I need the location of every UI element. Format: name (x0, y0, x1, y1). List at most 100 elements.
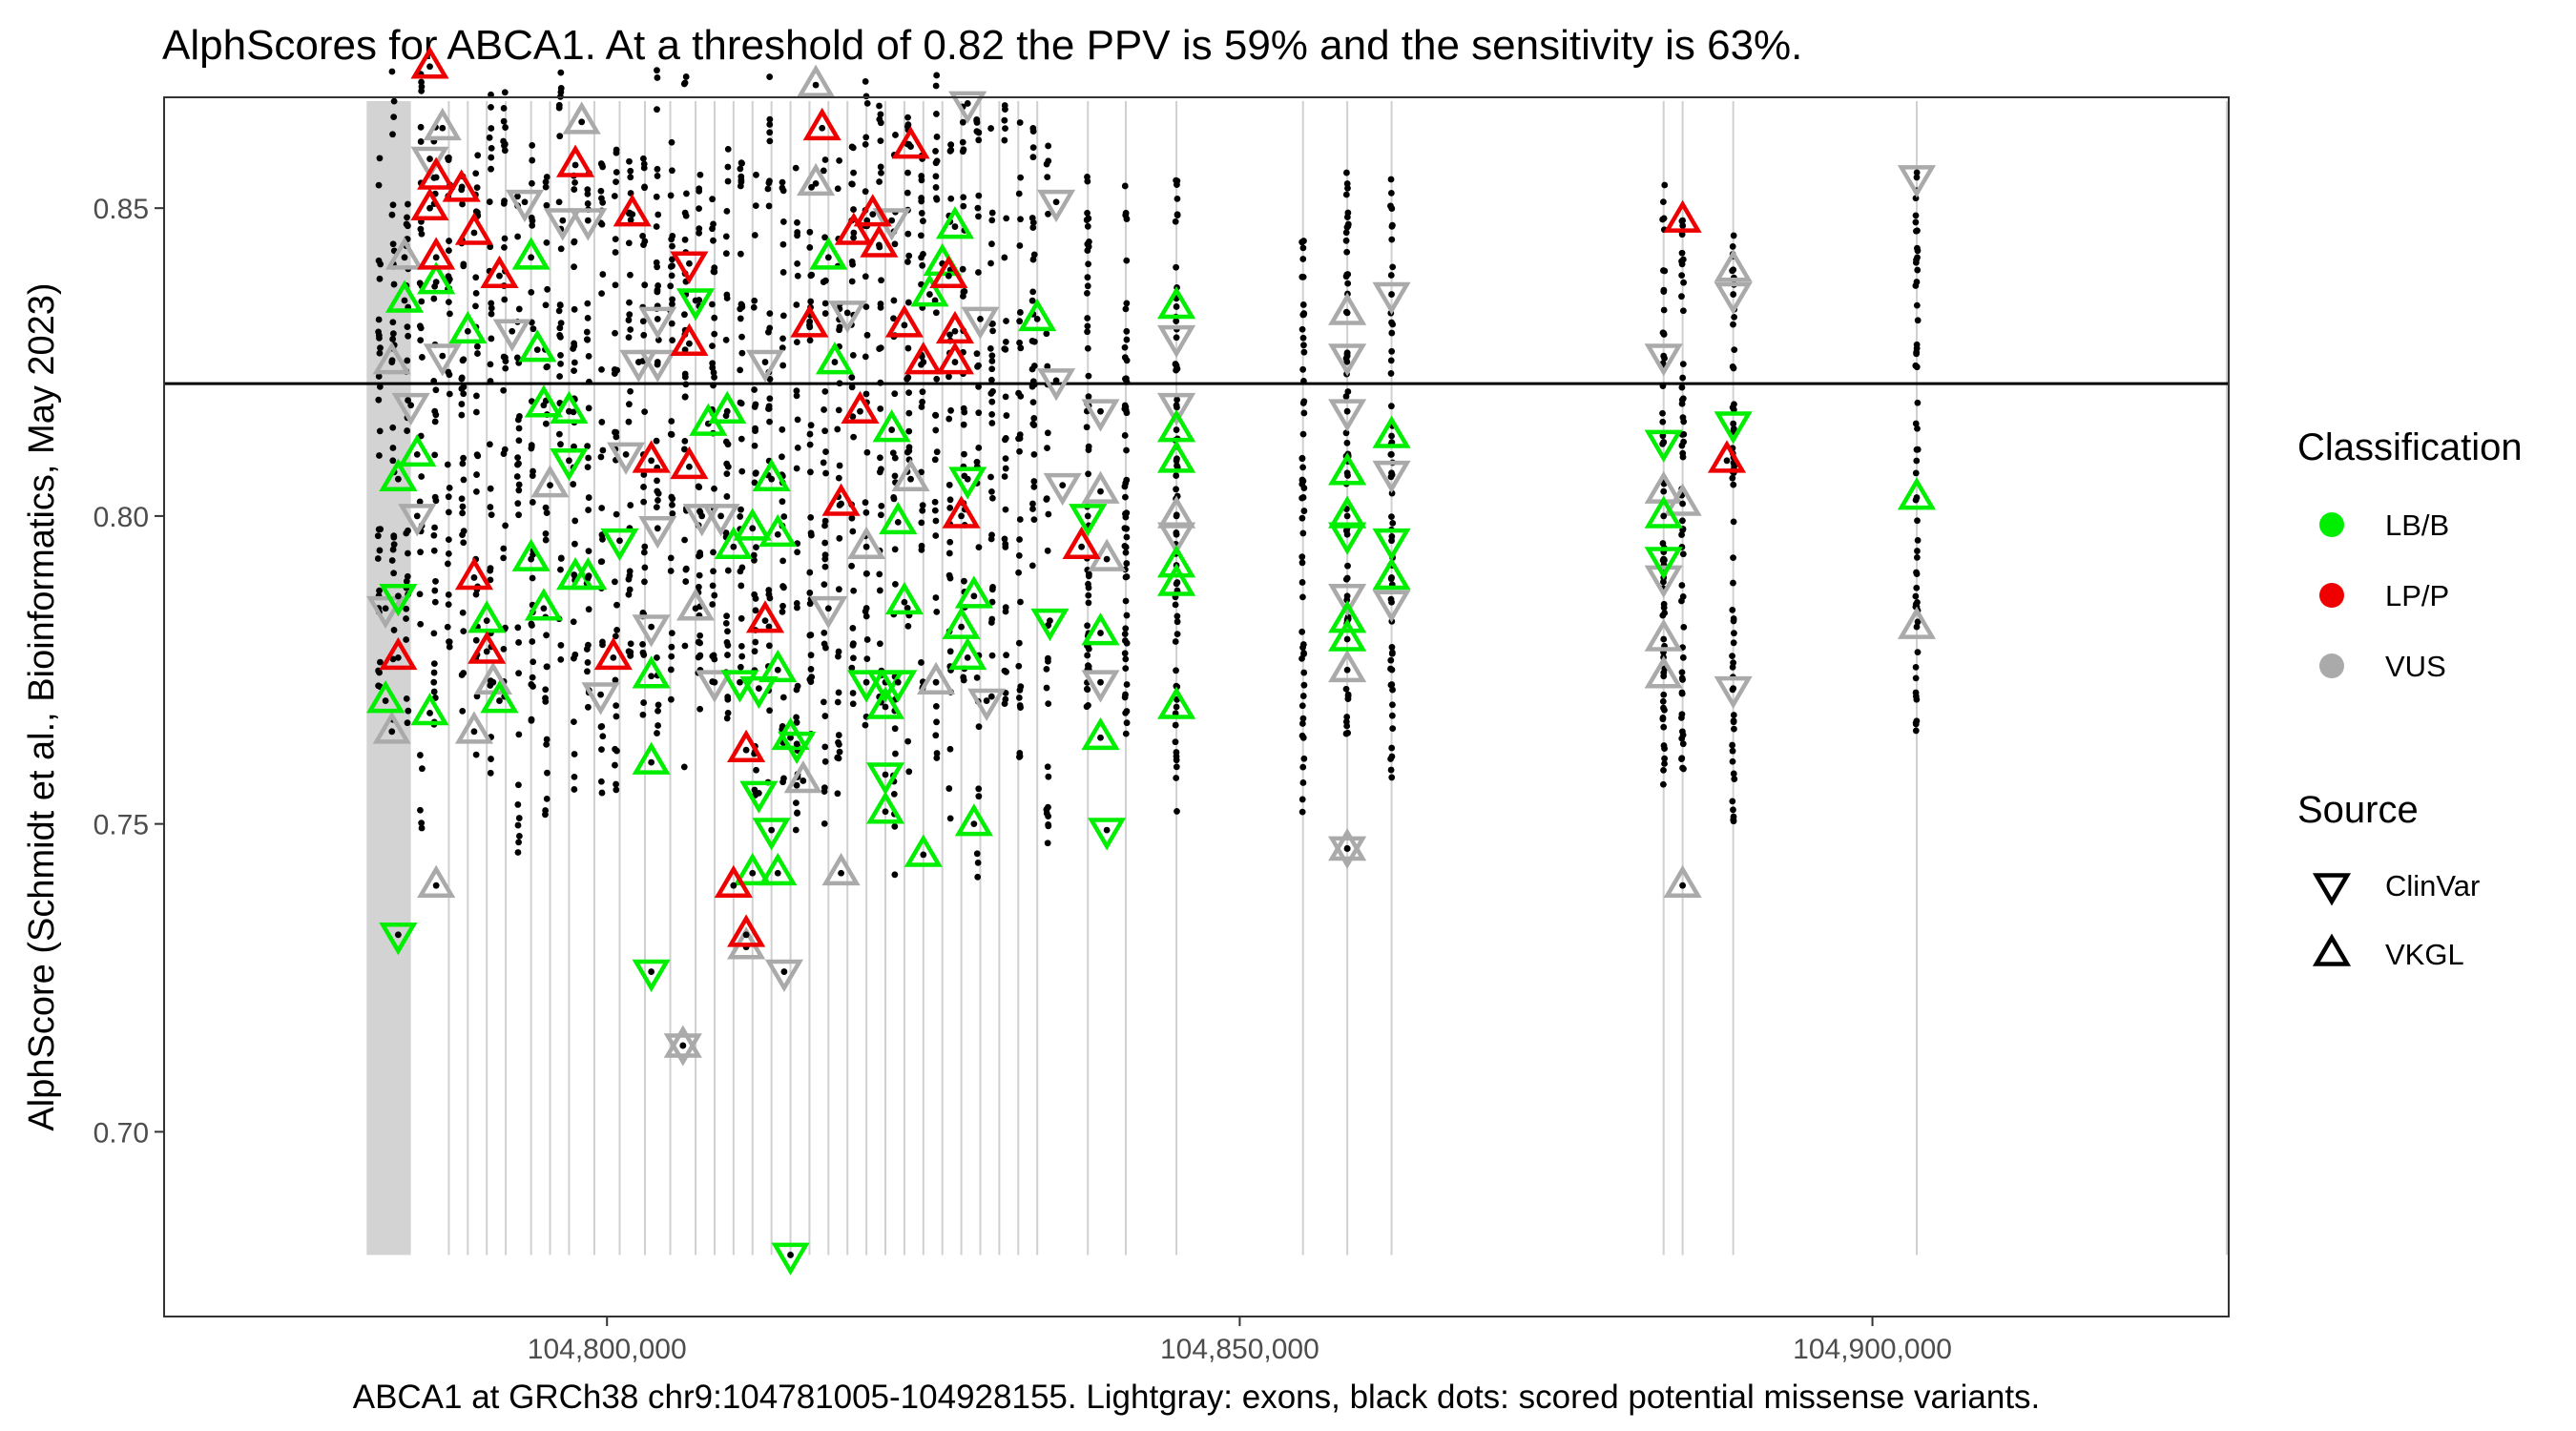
scored-variant-dot (375, 373, 383, 380)
scored-variant-dot (863, 636, 871, 643)
scored-variant-dot (1172, 738, 1179, 746)
scored-variant-dot (835, 406, 842, 414)
vus-vkgl-marker (663, 1025, 702, 1058)
scored-variant-dot (667, 666, 675, 674)
lbb-clinvar-marker (752, 818, 791, 851)
vus-vkgl-marker (372, 711, 411, 744)
variant-dot (610, 653, 617, 661)
scored-variant-dot (612, 633, 619, 640)
scored-variant-dot (1123, 446, 1130, 454)
scored-variant-dot (626, 568, 634, 575)
scored-variant-dot (585, 548, 592, 555)
scored-variant-dot (445, 550, 452, 557)
scored-variant-dot (557, 554, 565, 562)
variant-dot (648, 758, 655, 766)
scored-variant-dot (779, 602, 786, 610)
scored-variant-dot (821, 300, 829, 307)
scored-variant-dot (737, 165, 744, 173)
scored-variant-dot (821, 757, 829, 765)
x-axis-label: ABCA1 at GRCh38 chr9:104781005-104928155… (353, 1379, 2041, 1416)
lbb-vkgl-marker (1156, 286, 1196, 320)
scored-variant-dot (374, 532, 382, 540)
scored-variant-dot (501, 89, 509, 96)
scored-variant-dot (1298, 720, 1306, 727)
scored-variant-dot (793, 387, 800, 395)
scored-variant-dot (1299, 273, 1307, 280)
scored-variant-dot (458, 374, 466, 382)
scored-variant-dot (1678, 384, 1686, 391)
scored-variant-dot (1730, 615, 1737, 622)
variant-dot (749, 869, 757, 877)
scored-variant-dot (1659, 409, 1666, 417)
scored-variant-dot (583, 646, 591, 653)
scored-variant-dot (1030, 415, 1038, 422)
scored-variant-dot (515, 731, 523, 738)
scored-variant-dot (1003, 652, 1010, 659)
scored-variant-dot (1679, 453, 1687, 461)
scored-variant-dot (945, 481, 953, 488)
scored-variant-dot (1043, 665, 1050, 673)
scored-variant-dot (960, 202, 967, 210)
scored-variant-dot (724, 695, 732, 703)
scored-variant-dot (1729, 653, 1735, 659)
scored-variant-dot (1679, 550, 1687, 558)
scored-variant-dot (1344, 222, 1352, 230)
scored-variant-dot (444, 623, 451, 631)
variant-dot (571, 161, 579, 169)
lbb-vkgl-marker (524, 384, 563, 418)
scored-variant-dot (389, 424, 397, 431)
vus-clinvar-marker (1081, 399, 1120, 432)
variant-dot (894, 678, 902, 686)
scored-variant-dot (1661, 755, 1669, 762)
lpp-vkgl-marker (467, 631, 507, 664)
scored-variant-dot (1389, 263, 1397, 271)
scored-variant-dot (1913, 553, 1921, 561)
scored-variant-dot (779, 498, 786, 506)
scored-variant-dot (794, 549, 801, 556)
variant-dot (521, 198, 529, 206)
scored-variant-dot (514, 461, 521, 468)
chart-title: AlphScores for ABCA1. At a threshold of … (162, 22, 1802, 69)
scored-variant-dot (1678, 442, 1686, 449)
scored-variant-dot (821, 788, 828, 795)
scored-variant-dot (737, 513, 744, 520)
scored-variant-dot (904, 374, 912, 382)
variant-dot (1097, 487, 1104, 495)
variant-dot (1084, 512, 1091, 520)
vus-clinvar-marker (1328, 836, 1367, 869)
scored-variant-dot (375, 316, 383, 323)
scored-variant-dot (1730, 364, 1737, 372)
scored-variant-dot (1388, 236, 1396, 243)
scored-variant-dot (459, 509, 467, 517)
scored-variant-dot (849, 625, 857, 632)
scored-variant-dot (542, 530, 550, 537)
scored-variant-dot (515, 815, 523, 821)
scored-variant-dot (918, 659, 924, 666)
scored-variant-dot (1913, 584, 1921, 591)
scored-variant-dot (751, 297, 758, 304)
variant-dot (742, 931, 750, 939)
scored-variant-dot (557, 69, 565, 76)
lbb-vkgl-marker (1156, 686, 1196, 719)
scored-variant-dot (849, 352, 857, 359)
vus-clinvar-marker (1043, 472, 1082, 507)
scored-variant-dot (1122, 709, 1130, 716)
scored-variant-dot (598, 290, 605, 298)
scored-variant-dot (390, 570, 398, 577)
scored-variant-dot (1914, 317, 1922, 324)
scored-variant-dot (389, 319, 397, 326)
lpp-vkgl-marker (935, 310, 975, 344)
legend: Classification Source LB/BLP/PVUSClinVar… (2297, 426, 2523, 971)
scored-variant-dot (1298, 325, 1306, 333)
scored-variant-dot (571, 186, 578, 193)
variant-dot (806, 321, 813, 329)
variant-dot (1343, 530, 1351, 538)
scored-variant-dot (654, 707, 661, 715)
scored-variant-dot (1045, 820, 1052, 828)
scored-variant-dot (639, 711, 647, 718)
scored-variant-dot (1123, 336, 1131, 343)
scored-variant-dot (947, 141, 955, 149)
scored-variant-dot (738, 349, 746, 357)
scored-variant-dot (1121, 343, 1129, 351)
variant-dot (426, 204, 433, 212)
